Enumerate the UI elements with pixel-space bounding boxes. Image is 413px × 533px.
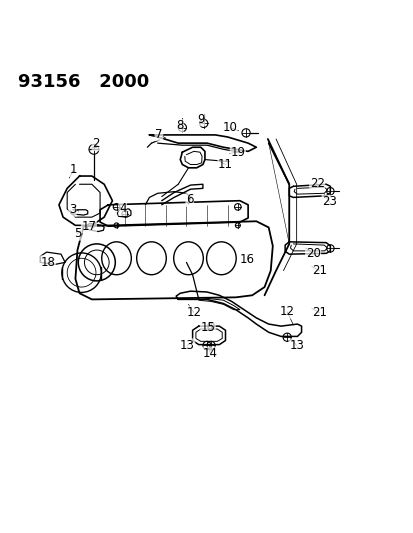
Text: 7: 7 (155, 127, 162, 141)
Text: 20: 20 (305, 247, 320, 260)
Text: 11: 11 (218, 158, 233, 171)
Text: 12: 12 (186, 306, 201, 319)
Text: 17: 17 (81, 220, 96, 233)
Text: 14: 14 (202, 347, 217, 360)
Text: 18: 18 (40, 256, 55, 269)
Text: 22: 22 (309, 177, 324, 190)
Text: 5: 5 (74, 227, 81, 240)
Text: 2: 2 (92, 138, 100, 150)
Text: 16: 16 (239, 253, 254, 265)
Text: 93156   2000: 93156 2000 (18, 73, 149, 91)
Text: 13: 13 (289, 339, 304, 352)
Text: 21: 21 (311, 306, 326, 319)
Text: 13: 13 (179, 339, 194, 352)
Text: 21: 21 (311, 264, 326, 277)
Text: 19: 19 (230, 146, 245, 159)
Text: 12: 12 (279, 305, 294, 318)
Text: 10: 10 (222, 121, 237, 134)
Text: 4: 4 (119, 203, 126, 215)
Text: 1: 1 (69, 163, 77, 176)
Text: 6: 6 (185, 193, 193, 206)
Text: 9: 9 (197, 113, 204, 126)
Text: 8: 8 (176, 119, 183, 132)
Text: 3: 3 (69, 203, 76, 216)
Text: 15: 15 (200, 321, 215, 334)
Text: 23: 23 (321, 196, 336, 208)
